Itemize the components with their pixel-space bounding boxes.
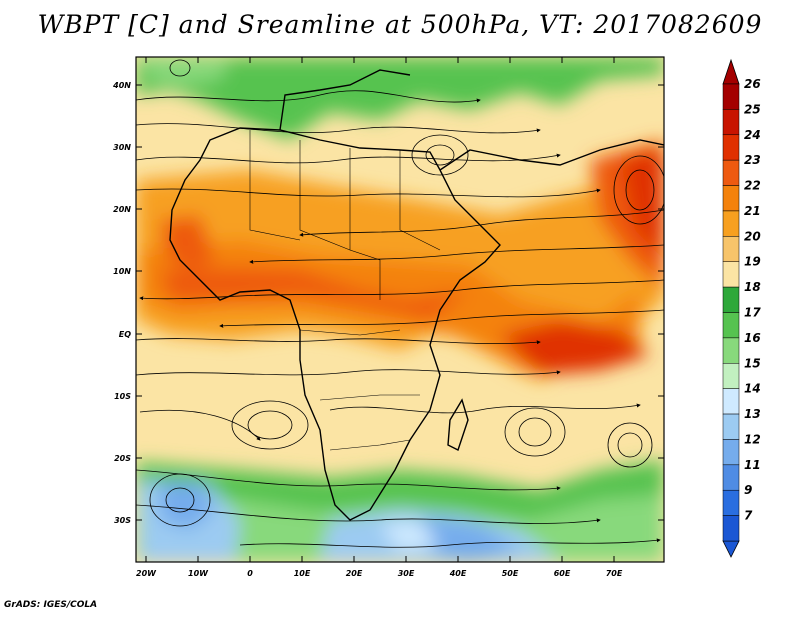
lat-tick-label: 30S — [114, 516, 131, 525]
lat-tick-label: 20N — [113, 205, 131, 214]
colorbar-segment — [722, 464, 740, 491]
colorbar-segment — [722, 286, 740, 313]
colorbar-label: 12 — [744, 432, 761, 446]
axis-ticks: 40N 30N 20N 10N EQ 10S 20S 30S 20W 10W 0 10E 20E 30E 4… — [112, 57, 664, 578]
country-borders — [249, 130, 441, 451]
colorbar-label: 11 — [744, 458, 761, 472]
lat-tick-label: 10S — [114, 392, 131, 401]
colorbar-segment — [722, 159, 740, 186]
lat-tick-label: 10N — [113, 267, 131, 276]
colorbar-label: 20 — [744, 229, 761, 243]
colorbar-segment — [722, 439, 740, 466]
lat-tick-label: 20S — [114, 454, 131, 463]
lon-tick-label: 40E — [449, 569, 467, 578]
colorbar-segment — [722, 515, 740, 542]
lon-tick-label: 70E — [606, 569, 623, 578]
colorbar-segment — [722, 489, 740, 516]
colorbar-segment — [722, 210, 740, 237]
colorbar-segment — [722, 261, 740, 288]
colorbar-segment — [722, 388, 740, 415]
colorbar-label: 14 — [744, 382, 761, 396]
lon-tick-label: 60E — [554, 569, 571, 578]
colorbar-segment — [722, 413, 740, 440]
colorbar-segment — [722, 134, 740, 161]
lon-tick-label: 20E — [346, 569, 363, 578]
wbpt-shading — [136, 57, 664, 562]
streamlines — [136, 59, 664, 548]
lon-tick-label: 10E — [294, 569, 311, 578]
colorbar: 26 25 24 23 22 21 20 19 18 17 16 15 14 13 12 11 9 7 — [722, 58, 761, 558]
colorbar-label: 13 — [744, 407, 761, 421]
lon-tick-label: 10W — [188, 569, 209, 578]
colorbar-segment — [722, 185, 740, 212]
coastlines — [169, 69, 664, 521]
credit-text: GrADS: IGES/COLA — [4, 600, 98, 610]
colorbar-label: 19 — [744, 255, 761, 269]
map-frame — [135, 56, 665, 563]
colorbar-label: 18 — [744, 280, 761, 294]
colorbar-label: 7 — [744, 509, 753, 523]
colorbar-segment — [722, 363, 740, 389]
lon-tick-label: 0 — [247, 569, 253, 578]
lat-tick-label: 40N — [112, 81, 131, 90]
colorbar-label: 9 — [744, 483, 752, 497]
colorbar-upper-arrow — [722, 58, 740, 85]
colorbar-segment — [722, 337, 740, 364]
colorbar-label: 16 — [744, 331, 761, 345]
lat-tick-label: 30N — [113, 143, 131, 152]
colorbar-label: 25 — [744, 102, 761, 116]
colorbar-label: 17 — [744, 306, 761, 320]
colorbar-label: 26 — [744, 77, 761, 91]
colorbar-label: 21 — [744, 204, 761, 218]
colorbar-label: 22 — [744, 179, 761, 193]
colorbar-segment — [722, 236, 740, 262]
map-title: WBPT [C] and Sreamline at 500hPa, VT: 20… — [37, 10, 763, 39]
colorbar-label: 23 — [744, 153, 761, 167]
colorbar-lower-arrow — [722, 540, 740, 558]
colorbar-segment — [722, 312, 740, 339]
colorbar-label: 24 — [744, 128, 761, 142]
lon-tick-label: 30E — [398, 569, 415, 578]
colorbar-segment — [722, 83, 740, 110]
lon-tick-label: 50E — [502, 569, 519, 578]
colorbar-segment — [722, 109, 740, 136]
lat-tick-label: EQ — [119, 330, 131, 339]
lon-tick-label: 20W — [136, 569, 157, 578]
colorbar-label: 15 — [744, 356, 761, 370]
